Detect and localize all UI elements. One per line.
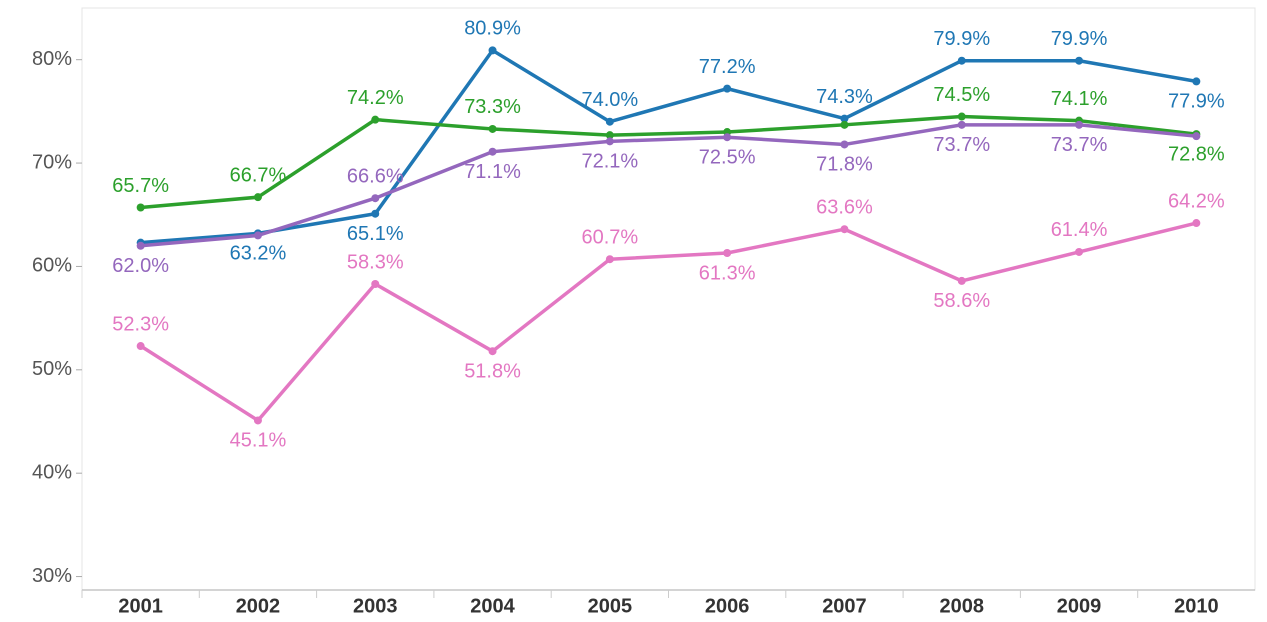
data-point: [840, 225, 849, 234]
data-label: 62.0%: [112, 255, 169, 277]
data-label: 72.8%: [1168, 143, 1225, 165]
data-point: [136, 241, 145, 250]
data-point: [488, 147, 497, 156]
x-tick-label: 2001: [118, 595, 163, 617]
data-point: [605, 131, 614, 140]
data-label: 64.2%: [1168, 190, 1225, 212]
data-point: [371, 209, 380, 218]
data-point: [253, 416, 262, 425]
data-label: 77.2%: [699, 56, 756, 78]
y-tick-label: 80%: [32, 48, 72, 70]
data-point: [840, 114, 849, 123]
data-label: 74.0%: [581, 89, 638, 111]
x-tick-label: 2005: [588, 595, 633, 617]
x-tick-label: 2004: [470, 595, 515, 617]
data-point: [957, 112, 966, 121]
x-tick-label: 2002: [236, 595, 281, 617]
data-point: [1075, 120, 1084, 129]
data-label: 65.7%: [112, 175, 169, 197]
y-tick-label: 70%: [32, 151, 72, 173]
series-line: [140, 48, 1197, 245]
x-tick-label: 2008: [940, 595, 985, 617]
data-label: 45.1%: [230, 430, 287, 452]
x-tick-label: 2007: [822, 595, 867, 617]
data-label: 74.5%: [933, 84, 990, 106]
data-point: [1075, 247, 1084, 256]
data-point: [723, 133, 732, 142]
data-label: 65.1%: [347, 223, 404, 245]
data-label: 52.3%: [112, 313, 169, 335]
data-point: [371, 280, 380, 289]
data-point: [253, 231, 262, 240]
data-point: [1192, 219, 1201, 228]
data-point: [605, 117, 614, 126]
data-point: [136, 342, 145, 351]
data-point: [605, 137, 614, 146]
data-point: [605, 255, 614, 264]
y-tick-label: 50%: [32, 358, 72, 380]
data-label: 77.9%: [1168, 91, 1225, 113]
data-label: 71.8%: [816, 154, 873, 176]
data-label: 80.9%: [464, 18, 521, 40]
x-tick-label: 2006: [705, 595, 750, 617]
data-label: 74.3%: [816, 86, 873, 108]
data-label: 79.9%: [1051, 28, 1108, 50]
data-label: 58.6%: [933, 290, 990, 312]
x-tick-label: 2003: [353, 595, 398, 617]
data-point: [957, 120, 966, 129]
data-label: 63.6%: [816, 197, 873, 219]
data-label: 72.1%: [581, 151, 638, 173]
data-point: [1192, 132, 1201, 141]
data-point: [840, 140, 849, 149]
data-label: 74.1%: [1051, 88, 1108, 110]
data-point: [488, 124, 497, 133]
data-point: [957, 276, 966, 285]
data-point: [840, 120, 849, 129]
data-point: [957, 56, 966, 65]
data-label: 71.1%: [464, 161, 521, 183]
data-label: 74.2%: [347, 87, 404, 109]
data-label: 61.3%: [699, 262, 756, 284]
series-line: [139, 221, 1197, 423]
data-label: 72.5%: [699, 146, 756, 168]
data-label: 66.7%: [230, 164, 287, 186]
data-label: 79.9%: [933, 28, 990, 50]
data-point: [371, 194, 380, 203]
data-label: 58.3%: [347, 251, 404, 273]
data-label: 60.7%: [581, 226, 638, 248]
data-point: [136, 203, 145, 212]
x-tick-label: 2010: [1174, 595, 1219, 617]
data-point: [723, 248, 732, 257]
data-point: [488, 347, 497, 356]
data-label: 73.7%: [1051, 134, 1108, 156]
data-point: [1192, 77, 1201, 86]
data-label: 73.3%: [464, 96, 521, 118]
data-label: 51.8%: [464, 360, 521, 382]
data-label: 63.2%: [230, 243, 287, 265]
series-line: [140, 114, 1197, 210]
series-line: [140, 123, 1197, 248]
data-label: 61.4%: [1051, 219, 1108, 241]
x-tick-label: 2009: [1057, 595, 1102, 617]
data-point: [1075, 56, 1084, 65]
data-label: 73.7%: [933, 134, 990, 156]
data-point: [253, 193, 262, 202]
data-point: [723, 84, 732, 93]
data-point: [371, 115, 380, 124]
data-point: [488, 46, 497, 55]
y-tick-label: 40%: [32, 461, 72, 483]
y-tick-label: 60%: [32, 255, 72, 277]
data-label: 66.6%: [347, 165, 404, 187]
y-tick-label: 30%: [32, 565, 72, 587]
